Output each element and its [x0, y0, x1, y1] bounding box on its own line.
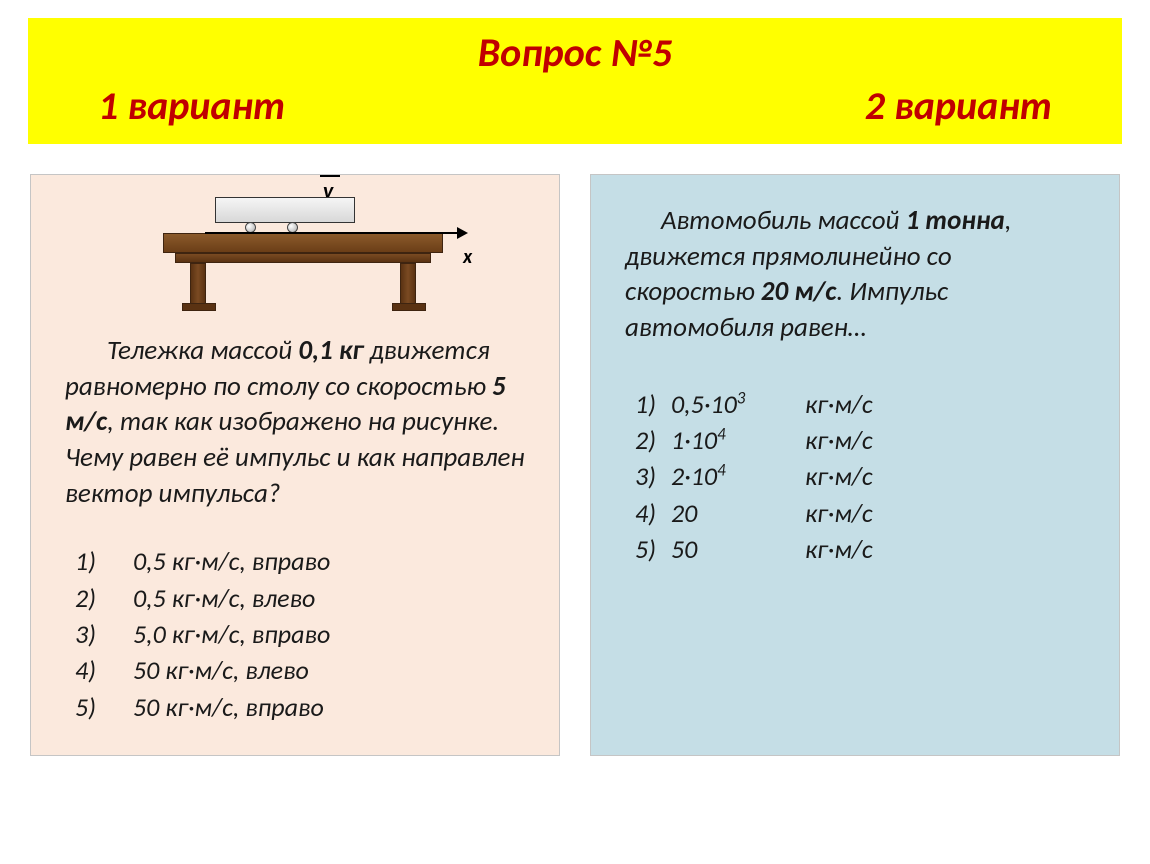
answer-option[interactable]: 2) 0,5 кг·м/с, влево — [65, 580, 525, 616]
answer-number: 2) — [625, 422, 671, 458]
answer-value: 1·104 — [671, 422, 801, 458]
answer-number: 2) — [65, 580, 111, 616]
variant-2-problem: Автомобиль массой 1 тонна, движется прям… — [625, 203, 1085, 346]
variant-1-answers: 1) 0,5 кг·м/с, вправо 2) 0,5 кг·м/с, вле… — [65, 543, 525, 725]
answer-number: 3) — [625, 458, 671, 494]
answer-option[interactable]: 3) 5,0 кг·м/с, вправо — [65, 616, 525, 652]
text: Автомобиль массой — [661, 204, 906, 237]
answer-option[interactable]: 1) 0,5·103 кг·м/с — [625, 386, 1085, 422]
table-foot-icon — [392, 303, 426, 311]
text: Тележка массой — [107, 334, 298, 367]
answer-value: 50 кг·м/с, влево — [111, 652, 309, 688]
question-title: Вопрос №5 — [68, 28, 1082, 77]
variant-row: 1 вариант 2 вариант — [68, 81, 1082, 130]
answer-number: 5) — [625, 531, 671, 567]
answer-number: 1) — [65, 543, 111, 579]
answer-option[interactable]: 2) 1·104 кг·м/с — [625, 422, 1085, 458]
variant-1-panel: v x Тележка массой 0,1 кг движется равно… — [30, 174, 560, 756]
variant-2-panel: Автомобиль массой 1 тонна, движется прям… — [590, 174, 1120, 756]
table-bar-icon — [175, 253, 431, 263]
answer-option[interactable]: 3) 2·104 кг·м/с — [625, 458, 1085, 494]
cart-icon — [215, 197, 355, 223]
arrow-icon — [457, 227, 468, 239]
x-axis-label: x — [463, 245, 472, 269]
x-axis-line — [205, 232, 460, 234]
answer-number: 5) — [65, 689, 111, 725]
answer-unit: кг·м/с — [801, 531, 873, 567]
mass-value: 1 тонна — [906, 204, 1005, 237]
answer-value: 5,0 кг·м/с, вправо — [111, 616, 330, 652]
text: , так как изображено на рисунке. Чему ра… — [65, 405, 525, 509]
answer-option[interactable]: 4) 20 кг·м/с — [625, 495, 1085, 531]
answer-option[interactable]: 4) 50 кг·м/с, влево — [65, 652, 525, 688]
answer-option[interactable]: 5) 50 кг·м/с, вправо — [65, 689, 525, 725]
mass-value: 0,1 кг — [298, 334, 363, 367]
answer-value: 2·104 — [671, 458, 801, 494]
speed-value: 20 м/с — [761, 275, 837, 308]
table-top-icon — [163, 233, 443, 253]
answer-unit: кг·м/с — [801, 386, 873, 422]
answer-unit: кг·м/с — [801, 422, 873, 458]
table-leg-icon — [400, 263, 416, 305]
answer-option[interactable]: 5) 50 кг·м/с — [625, 531, 1085, 567]
table-foot-icon — [182, 303, 216, 311]
variant-1-problem: Тележка массой 0,1 кг движется равномерн… — [65, 333, 525, 511]
answer-number: 4) — [625, 495, 671, 531]
answer-value: 0,5 кг·м/с, влево — [111, 580, 315, 616]
content-row: v x Тележка массой 0,1 кг движется равно… — [28, 174, 1122, 756]
variant-2-label: 2 вариант — [865, 81, 1052, 130]
variant-1-label: 1 вариант — [98, 81, 285, 130]
answer-unit: кг·м/с — [801, 495, 873, 531]
answer-value: 20 — [671, 495, 801, 531]
answer-number: 4) — [65, 652, 111, 688]
answer-value: 50 кг·м/с, вправо — [111, 689, 324, 725]
answer-number: 3) — [65, 616, 111, 652]
answer-value: 0,5·103 — [671, 386, 801, 422]
answer-number: 1) — [625, 386, 671, 422]
cart-diagram: v x — [65, 183, 525, 313]
answer-value: 0,5 кг·м/с, вправо — [111, 543, 330, 579]
header: Вопрос №5 1 вариант 2 вариант — [28, 18, 1122, 144]
variant-2-answers: 1) 0,5·103 кг·м/с 2) 1·104 кг·м/с 3) 2·1… — [625, 386, 1085, 568]
answer-value: 50 — [671, 531, 801, 567]
answer-unit: кг·м/с — [801, 458, 873, 494]
answer-option[interactable]: 1) 0,5 кг·м/с, вправо — [65, 543, 525, 579]
table-leg-icon — [190, 263, 206, 305]
